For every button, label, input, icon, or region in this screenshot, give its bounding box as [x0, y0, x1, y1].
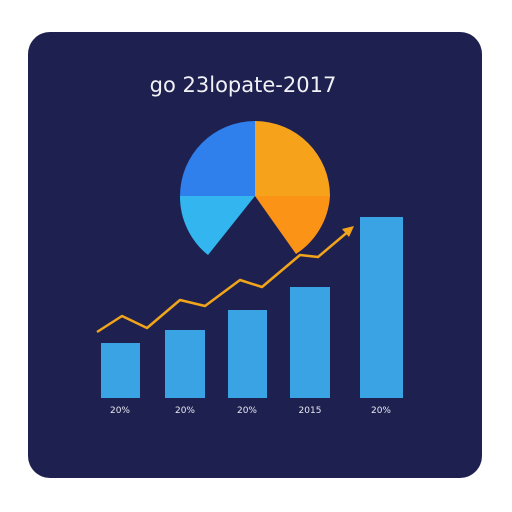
bars — [101, 217, 403, 398]
bar-label: 20% — [110, 406, 130, 416]
bar-label: 20% — [237, 406, 257, 416]
pie-slice — [180, 121, 255, 196]
bar-label: 20% — [371, 406, 391, 416]
bar-label: 2015 — [299, 406, 322, 416]
bar — [290, 287, 330, 398]
trend-line — [96, 229, 351, 334]
bar — [360, 217, 403, 398]
bar — [228, 310, 267, 398]
bar — [101, 343, 140, 398]
pie — [179, 121, 330, 255]
bar — [165, 330, 205, 398]
arrow-head — [342, 226, 354, 237]
bar-label: 20% — [175, 406, 195, 416]
title: go 23lopate-2017 — [150, 73, 337, 97]
pie-slice — [179, 196, 255, 255]
pie-slice — [255, 196, 330, 254]
bar-labels: 20% 20% 20% 2015 20% — [110, 406, 391, 416]
pie-slice — [255, 121, 330, 196]
